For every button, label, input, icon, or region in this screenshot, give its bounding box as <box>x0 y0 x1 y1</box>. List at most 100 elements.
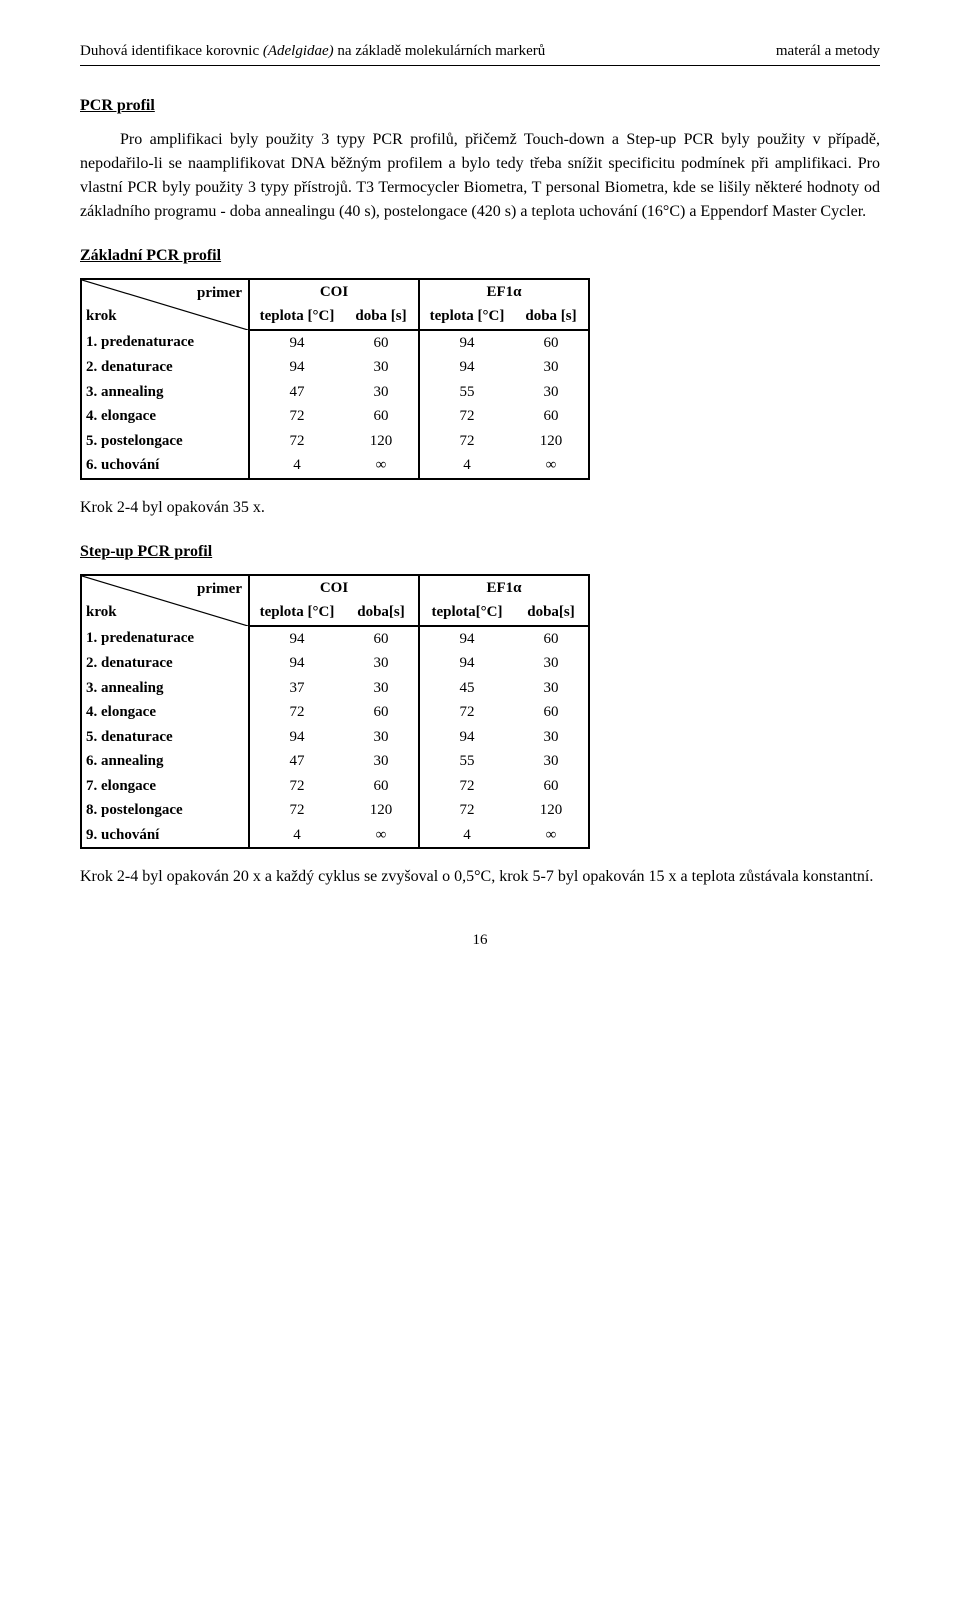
col-sub-teplota-2: teplota [°C] <box>419 304 514 330</box>
table-row-label: 2. denaturace <box>81 651 249 676</box>
header-left-prefix: Duhová identifikace korovnic <box>80 43 263 59</box>
col-sub-teplota-1: teplota [°C] <box>249 600 344 626</box>
table-cell: 47 <box>249 380 344 405</box>
header-left-suffix: na základě molekulárních markerů <box>334 43 546 59</box>
table-cell: 94 <box>419 626 514 652</box>
table-cell: 60 <box>344 330 419 356</box>
table-cell: 30 <box>344 355 419 380</box>
table-cell: 4 <box>419 453 514 479</box>
table-cell: 60 <box>514 700 589 725</box>
table-cell: 94 <box>249 355 344 380</box>
table-cell: 60 <box>514 774 589 799</box>
table-cell: 94 <box>249 651 344 676</box>
table-row-label: 7. elongace <box>81 774 249 799</box>
table-row-label: 3. annealing <box>81 380 249 405</box>
table-cell: 60 <box>344 626 419 652</box>
header-left-italic: (Adelgidae) <box>263 43 334 59</box>
corner-krok-label: krok <box>86 601 117 624</box>
table-corner-cell: primer krok <box>81 279 249 330</box>
stepup-profile-title: Step-up PCR profil <box>80 540 880 564</box>
table-cell: 72 <box>249 700 344 725</box>
section-pcr-profil-para: Pro amplifikaci byly použity 3 typy PCR … <box>80 128 880 224</box>
table-cell: ∞ <box>514 453 589 479</box>
table-cell: 94 <box>419 330 514 356</box>
table-cell: 30 <box>514 725 589 750</box>
table-cell: 30 <box>344 749 419 774</box>
table-cell: 60 <box>344 700 419 725</box>
table-cell: 72 <box>249 798 344 823</box>
table-cell: 60 <box>344 774 419 799</box>
table-cell: 94 <box>419 725 514 750</box>
col-sub-doba-2: doba[s] <box>514 600 589 626</box>
basic-profile-table: primer krok COI EF1α teplota [°C] doba [… <box>80 278 590 480</box>
table-cell: 30 <box>344 725 419 750</box>
col-sub-teplota-2: teplota[°C] <box>419 600 514 626</box>
corner-krok-label: krok <box>86 305 117 328</box>
table-cell: 72 <box>419 774 514 799</box>
table-cell: ∞ <box>344 453 419 479</box>
section-pcr-profil-title: PCR profil <box>80 94 880 118</box>
col-group-ef1a: EF1α <box>419 575 589 601</box>
table-cell: 4 <box>249 453 344 479</box>
table-cell: 94 <box>249 725 344 750</box>
running-header: Duhová identifikace korovnic (Adelgidae)… <box>80 40 880 66</box>
table-cell: 94 <box>249 330 344 356</box>
col-sub-doba-1: doba [s] <box>344 304 419 330</box>
table-cell: 4 <box>249 823 344 849</box>
table-cell: 120 <box>514 429 589 454</box>
table-cell: 55 <box>419 380 514 405</box>
table-cell: 94 <box>419 355 514 380</box>
table-cell: ∞ <box>344 823 419 849</box>
table-cell: 72 <box>249 774 344 799</box>
header-right: materál a metody <box>776 40 880 63</box>
table-row-label: 5. denaturace <box>81 725 249 750</box>
table-row-label: 9. uchování <box>81 823 249 849</box>
corner-primer-label: primer <box>197 282 242 305</box>
table-cell: 72 <box>419 798 514 823</box>
table-cell: 60 <box>514 330 589 356</box>
page: Duhová identifikace korovnic (Adelgidae)… <box>0 0 960 1607</box>
table-cell: 4 <box>419 823 514 849</box>
table-cell: 37 <box>249 676 344 701</box>
col-group-ef1a: EF1α <box>419 279 589 305</box>
table-cell: 30 <box>344 380 419 405</box>
table-corner-cell: primer krok <box>81 575 249 626</box>
table-cell: ∞ <box>514 823 589 849</box>
table-cell: 60 <box>514 404 589 429</box>
table-cell: 120 <box>344 429 419 454</box>
table-cell: 120 <box>344 798 419 823</box>
table-cell: 94 <box>419 651 514 676</box>
corner-primer-label: primer <box>197 578 242 601</box>
table-row-label: 1. predenaturace <box>81 626 249 652</box>
table-cell: 30 <box>514 355 589 380</box>
table-cell: 72 <box>419 429 514 454</box>
table-cell: 30 <box>514 676 589 701</box>
col-sub-teplota-1: teplota [°C] <box>249 304 344 330</box>
table-row-label: 4. elongace <box>81 404 249 429</box>
table-cell: 30 <box>514 651 589 676</box>
table-cell: 47 <box>249 749 344 774</box>
table-cell: 72 <box>249 404 344 429</box>
stepup-profile-footnote: Krok 2-4 byl opakován 20 x a každý cyklu… <box>80 865 880 889</box>
stepup-profile-table: primer krok COI EF1α teplota [°C] doba[s… <box>80 574 590 850</box>
table-cell: 45 <box>419 676 514 701</box>
table-cell: 120 <box>514 798 589 823</box>
header-left: Duhová identifikace korovnic (Adelgidae)… <box>80 40 545 63</box>
table-row-label: 8. postelongace <box>81 798 249 823</box>
table-cell: 72 <box>419 700 514 725</box>
basic-profile-title: Základní PCR profil <box>80 244 880 268</box>
col-group-coi: COI <box>249 575 419 601</box>
table-cell: 94 <box>249 626 344 652</box>
table-cell: 72 <box>249 429 344 454</box>
table-cell: 30 <box>514 380 589 405</box>
col-group-coi: COI <box>249 279 419 305</box>
table-row-label: 6. annealing <box>81 749 249 774</box>
table-row-label: 2. denaturace <box>81 355 249 380</box>
table-row-label: 6. uchování <box>81 453 249 479</box>
col-sub-doba-1: doba[s] <box>344 600 419 626</box>
table-row-label: 1. predenaturace <box>81 330 249 356</box>
table-row-label: 3. annealing <box>81 676 249 701</box>
table-row-label: 5. postelongace <box>81 429 249 454</box>
table-cell: 30 <box>344 651 419 676</box>
table-cell: 72 <box>419 404 514 429</box>
